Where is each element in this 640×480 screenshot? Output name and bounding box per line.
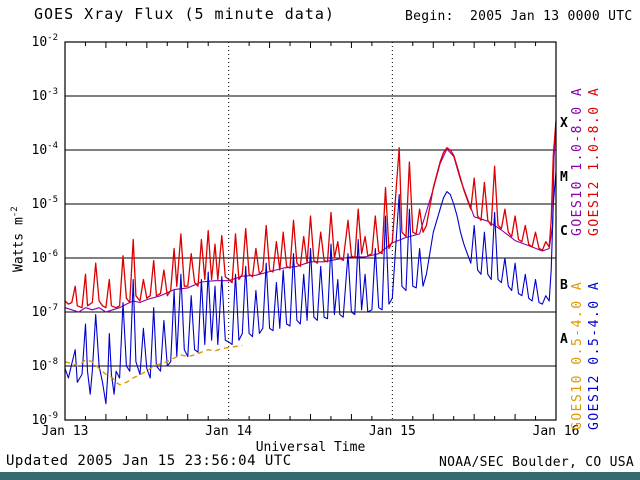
begin-time-label: Begin: 2005 Jan 13 0000 UTC [405,9,633,24]
y-axis-title: Watts m-2 [10,206,26,272]
chart-title: GOES Xray Flux (5 minute data) [34,5,335,23]
y-tick-label-10e-7: 10-7 [32,303,59,320]
x-tick-label: Jan 13 [42,424,89,439]
legend-label-goes12-short: GOES12 0.5-4.0 A [587,281,602,430]
y-tick-label-10e-2: 10-2 [32,33,59,50]
series-goes12-long-line [64,120,557,309]
source-credit: NOAA/SEC Boulder, CO USA [438,455,634,470]
bottom-bar [0,472,640,480]
x-tick-label: Jan 16 [533,424,580,439]
series-goes10-short-line [64,344,243,386]
series-goes12-short-line [64,171,557,405]
y-tick-label-10e-9: 10-9 [32,411,59,428]
y-tick-label-10e-3: 10-3 [32,87,59,104]
updated-timestamp: Updated 2005 Jan 15 23:56:04 UTC [6,453,292,469]
flare-class-letter-A: A [560,332,568,347]
flare-class-letter-M: M [560,170,568,185]
legend-label-goes10-long: GOES10 1.0-8.0 A [570,87,585,236]
y-tick-label-10e-5: 10-5 [32,195,59,212]
y-axis-title-exponent: -2 [10,206,20,218]
x-tick-label: Jan 15 [369,424,416,439]
y-tick-label-10e-8: 10-8 [32,357,59,374]
flare-class-letter-C: C [560,224,568,239]
legend-label-goes10-short: GOES10 0.5-4.0 A [570,281,585,430]
plot-frame [64,41,557,421]
y-tick-label-10e-6: 10-6 [32,249,59,266]
flare-class-letter-B: B [560,278,568,293]
legend-label-goes12-long: GOES12 1.0-8.0 A [587,87,602,236]
x-tick-label: Jan 14 [205,424,252,439]
y-tick-label-10e-4: 10-4 [32,141,59,158]
flare-class-letter-X: X [560,116,568,131]
y-axis-title-base: Watts m [11,217,27,272]
x-axis-title: Universal Time [255,440,366,455]
